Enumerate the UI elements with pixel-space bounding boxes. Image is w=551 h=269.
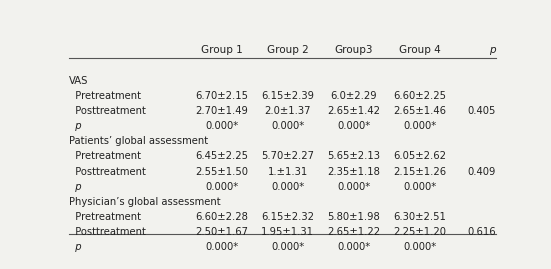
- Text: p: p: [69, 242, 82, 252]
- Text: 2.25±1.20: 2.25±1.20: [393, 227, 447, 237]
- Text: 0.000*: 0.000*: [205, 121, 238, 131]
- Text: 0.000*: 0.000*: [337, 121, 370, 131]
- Text: 2.35±1.18: 2.35±1.18: [327, 167, 380, 176]
- Text: 6.30±2.51: 6.30±2.51: [393, 212, 446, 222]
- Text: 5.70±2.27: 5.70±2.27: [261, 151, 314, 161]
- Text: Group 4: Group 4: [399, 45, 441, 55]
- Text: 0.000*: 0.000*: [271, 182, 304, 192]
- Text: 6.60±2.28: 6.60±2.28: [195, 212, 248, 222]
- Text: p: p: [489, 45, 496, 55]
- Text: 6.70±2.15: 6.70±2.15: [195, 91, 248, 101]
- Text: 0.409: 0.409: [468, 167, 496, 176]
- Text: Group 1: Group 1: [201, 45, 242, 55]
- Text: 6.15±2.39: 6.15±2.39: [261, 91, 314, 101]
- Text: VAS: VAS: [69, 76, 88, 86]
- Text: 0.000*: 0.000*: [337, 242, 370, 252]
- Text: 2.0±1.37: 2.0±1.37: [264, 106, 311, 116]
- Text: Posttreatment: Posttreatment: [69, 167, 146, 176]
- Text: 0.000*: 0.000*: [403, 182, 437, 192]
- Text: Group 2: Group 2: [267, 45, 309, 55]
- Text: 2.65±1.22: 2.65±1.22: [327, 227, 381, 237]
- Text: 2.50±1.67: 2.50±1.67: [195, 227, 248, 237]
- Text: Group3: Group3: [334, 45, 373, 55]
- Text: 6.15±2.32: 6.15±2.32: [261, 212, 314, 222]
- Text: 6.0±2.29: 6.0±2.29: [331, 91, 377, 101]
- Text: 2.15±1.26: 2.15±1.26: [393, 167, 447, 176]
- Text: 0.000*: 0.000*: [337, 182, 370, 192]
- Text: 0.000*: 0.000*: [271, 121, 304, 131]
- Text: 6.60±2.25: 6.60±2.25: [393, 91, 447, 101]
- Text: Pretreatment: Pretreatment: [69, 151, 141, 161]
- Text: Pretreatment: Pretreatment: [69, 212, 141, 222]
- Text: 6.05±2.62: 6.05±2.62: [393, 151, 447, 161]
- Text: 5.65±2.13: 5.65±2.13: [327, 151, 380, 161]
- Text: Posttreatment: Posttreatment: [69, 227, 146, 237]
- Text: 6.45±2.25: 6.45±2.25: [195, 151, 248, 161]
- Text: 1.±1.31: 1.±1.31: [268, 167, 308, 176]
- Text: 0.000*: 0.000*: [403, 121, 437, 131]
- Text: 0.000*: 0.000*: [403, 242, 437, 252]
- Text: p: p: [69, 121, 82, 131]
- Text: 0.616: 0.616: [467, 227, 496, 237]
- Text: 0.000*: 0.000*: [271, 242, 304, 252]
- Text: 0.405: 0.405: [468, 106, 496, 116]
- Text: p: p: [69, 182, 82, 192]
- Text: 2.55±1.50: 2.55±1.50: [195, 167, 248, 176]
- Text: 5.80±1.98: 5.80±1.98: [327, 212, 380, 222]
- Text: 1.95±1.31: 1.95±1.31: [261, 227, 314, 237]
- Text: Posttreatment: Posttreatment: [69, 106, 146, 116]
- Text: 0.000*: 0.000*: [205, 182, 238, 192]
- Text: Pretreatment: Pretreatment: [69, 91, 141, 101]
- Text: 0.000*: 0.000*: [205, 242, 238, 252]
- Text: 2.65±1.42: 2.65±1.42: [327, 106, 380, 116]
- Text: Physician’s global assessment: Physician’s global assessment: [69, 197, 220, 207]
- Text: Patients’ global assessment: Patients’ global assessment: [69, 136, 208, 146]
- Text: 2.65±1.46: 2.65±1.46: [393, 106, 447, 116]
- Text: 2.70±1.49: 2.70±1.49: [195, 106, 248, 116]
